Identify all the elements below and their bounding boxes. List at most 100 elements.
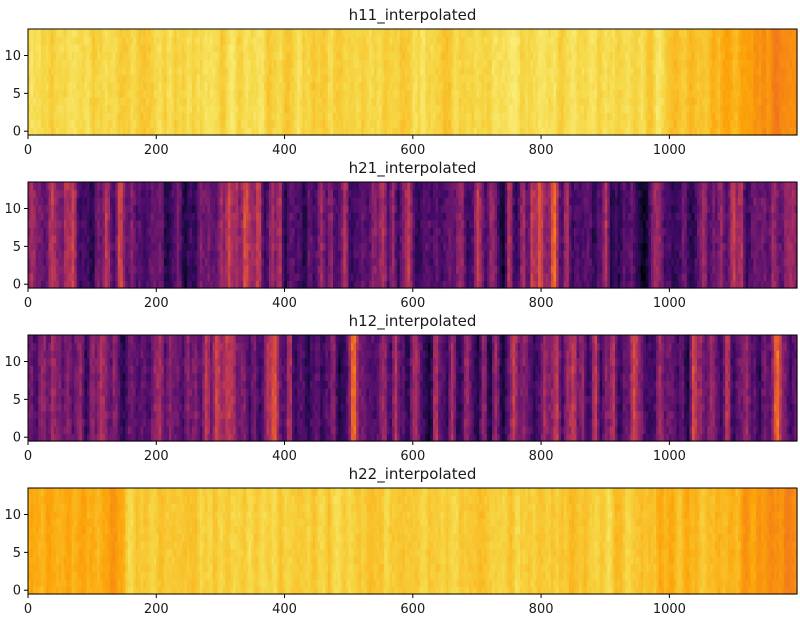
heatmap-cell [53,119,57,129]
heatmap-cell [53,104,57,113]
heatmap-cell [92,74,96,83]
heatmap-cell [130,82,134,91]
heatmap-cell [48,119,52,129]
heatmap-cell [192,89,196,98]
heatmap-cell [99,89,103,98]
heatmap-cell [120,104,124,113]
heatmap-cell [212,44,216,53]
heatmap-cell [207,29,211,38]
heatmap-cell [299,44,303,53]
heatmap-cell [110,127,114,136]
heatmap-cell [253,104,257,113]
heatmap-cell [281,36,285,45]
heatmap-cell [45,119,50,129]
heatmap-cell [120,119,124,129]
heatmap-cell [122,119,126,129]
heatmap-cell [174,74,178,83]
heatmap-cell [181,44,185,53]
heatmap-cell [299,66,303,76]
heatmap-cell [30,104,34,113]
heatmap-cell [115,51,119,60]
heatmap-cell [199,104,203,113]
heatmap-cell [66,127,70,136]
heatmap-cell [192,119,196,129]
heatmap-cell [163,82,168,91]
heatmap-cell [66,119,70,129]
heatmap-cell [299,127,303,136]
heatmap-cell [220,97,224,106]
heatmap-cell [94,59,98,68]
heatmap-cell [271,82,275,91]
heatmap-cell [166,119,170,129]
heatmap-cell [212,97,216,106]
heatmap-cell [28,74,32,83]
heatmap-cell [120,44,124,53]
heatmap-cell [84,112,88,121]
heatmap-cell [43,89,47,98]
heatmap-cell [56,119,60,129]
heatmap-cell [28,51,32,60]
heatmap-cell [253,89,257,98]
heatmap-cell [35,29,39,38]
heatmap-cell [56,66,60,76]
heatmap-cell [84,89,88,98]
heatmap-cell [197,112,201,121]
heatmap-cell [192,127,196,136]
heatmap-cell [94,97,98,106]
heatmap-cell [292,127,296,136]
heatmap-cell [281,127,285,136]
heatmap-cell [230,74,234,83]
heatmap-cell [81,36,85,45]
heatmap-cell [294,104,298,113]
heatmap-cell [292,66,296,76]
heatmap-cell [263,119,267,129]
heatmap-cell [225,82,229,91]
heatmap-cell [151,74,155,83]
heatmap-cell [207,112,211,121]
heatmap-cell [74,44,78,53]
heatmap-cell [143,44,147,53]
heatmap-cell [61,104,65,113]
heatmap-cell [145,59,150,68]
heatmap-cell [40,104,44,113]
heatmap-cell [189,51,193,60]
heatmap-cell [181,89,185,98]
heatmap-cell [125,44,129,53]
heatmap-cell [158,112,162,121]
heatmap-cell [294,119,298,129]
heatmap-cell [286,44,291,53]
heatmap-cell [274,36,278,45]
heatmap-cell [86,74,91,83]
heatmap-cell [30,66,34,76]
heatmap-cell [235,51,239,60]
heatmap-cell [156,119,160,129]
heatmap-cell [163,112,168,121]
heatmap-cell [286,127,291,136]
heatmap-cell [69,89,73,98]
heatmap-cell [222,104,226,113]
heatmap-cell [79,29,83,38]
heatmap-cell [294,82,298,91]
heatmap-cell [166,97,170,106]
heatmap-cell [102,59,106,68]
heatmap-cell [297,36,301,45]
heatmap-cell [192,36,196,45]
heatmap-cell [112,89,116,98]
heatmap-cell [217,104,221,113]
heatmap-cell [30,82,34,91]
heatmap-cell [156,66,160,76]
heatmap-cell [61,112,65,121]
heatmap-cell [135,51,139,60]
heatmap-cell [127,82,132,91]
heatmap-cell [153,66,157,76]
heatmap-cell [217,59,221,68]
heatmap-cell [279,74,283,83]
heatmap-cell [92,51,96,60]
heatmap-cell [56,127,60,136]
heatmap-cell [120,29,124,38]
heatmap-cell [215,89,219,98]
heatmap-cell [92,66,96,76]
heatmap-cell [227,66,232,76]
heatmap-cell [194,89,198,98]
heatmap-cell [110,97,114,106]
